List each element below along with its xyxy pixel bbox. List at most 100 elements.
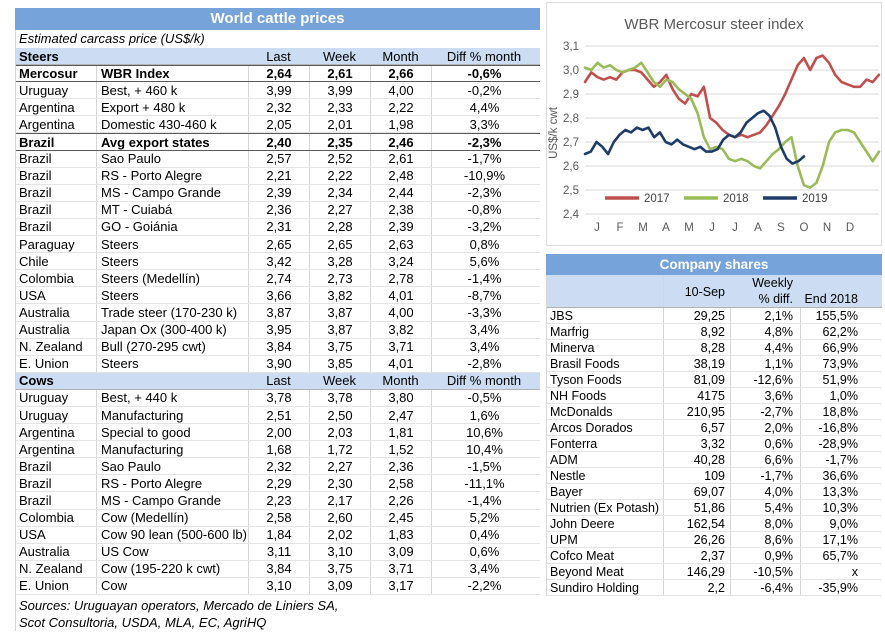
country-cell: Brazil [19,219,52,235]
country-cell: Australia [19,322,70,338]
country-cell: Brazil [19,168,52,184]
description-cell: RS - Porto Alegre [96,475,248,492]
value-cell: 3,75 [309,338,370,355]
weekly-diff-cell: 1,1% [730,356,800,371]
price-cell: 8,92 [663,324,730,339]
x-tick-label: A [662,222,670,234]
value-cell: 3,84 [248,338,309,355]
description-cell: Manufacturing [96,441,248,458]
table-row: Colombia Cow (Medellín) 2,58 2,60 2,45 5,2% [16,509,540,527]
value-cell: 3,78 [309,389,370,406]
value-cell: -10,9% [431,167,537,184]
table-row: Brazil MT - Cuiabá 2,36 2,27 2,38 -0,8% [16,201,540,219]
value-cell: 3,75 [309,560,370,577]
y-tick-label: 2,5 [563,185,579,197]
price-table: Steers Last Week Month Diff % month Mercosur W… [16,48,540,595]
value-cell: -0,8% [431,201,537,218]
y-tick-label: 2,4 [563,209,580,221]
x-tick-label: J [594,222,600,234]
value-cell: 2,27 [309,201,370,218]
price-cell: 4175 [663,388,730,403]
country-cell: Uruguay [19,390,69,406]
x-tick-label: M [638,222,648,234]
end2018-cell: 18,8% [800,404,882,419]
value-cell: 2,63 [370,236,431,253]
table-row: N. Zealand Cow (195-220 k cwt) 3,84 3,75 3,7… [16,560,540,578]
company-name: Fonterra [550,436,598,451]
price-cell: 162,54 [663,516,730,531]
value-cell: 2,61 [309,66,370,82]
x-tick-label: N [823,222,831,234]
end2018-cell: 73,9% [800,356,882,371]
value-cell: 1,81 [370,424,431,441]
x-tick-label: S [777,222,785,234]
section-name: Steers [19,48,59,64]
price-cell: 3,32 [663,436,730,451]
value-cell: 1,52 [370,441,431,458]
table-row: Paraguay Steers 2,65 2,65 2,63 0,8% [16,236,540,254]
column-header: Month [382,373,419,389]
section-header-steers: Steers Last Week Month Diff % month [16,48,540,66]
company-row: ADM 40,28 6,6% -1,7% [547,452,882,468]
value-cell: -2,3% [431,184,537,201]
table-row: Mercosur WBR Index 2,64 2,61 2,66 -0,6% [16,65,540,83]
table-row: Brazil GO - Goiánia 2,31 2,28 2,39 -3,2% [16,218,540,237]
value-cell: 2,26 [370,492,431,509]
value-cell: 3,80 [370,389,431,406]
weekly-diff-cell: 4,0% [730,484,800,499]
value-cell: 2,34 [309,184,370,201]
value-cell: -0,6% [431,66,537,82]
end2018-cell: -35,9% [800,580,882,595]
country-cell: Chile [19,253,49,269]
header-weekly-col: Weekly % diff. [730,275,800,307]
description-cell: Steers [96,236,248,253]
value-cell: -1,7% [431,150,537,167]
weekly-diff-cell: 4,4% [730,340,800,355]
value-cell: 3,82 [309,287,370,304]
column-header: Month [382,48,419,64]
description-cell: Special to good [96,424,248,441]
value-cell: -1,5% [431,458,537,475]
value-cell: 3,87 [248,304,309,321]
value-cell: 2,32 [248,458,309,475]
section-spacer [96,373,248,389]
company-name: Brasil Foods [550,356,620,371]
company-name: Bayer [550,484,583,499]
price-cell: 51,86 [663,500,730,515]
value-cell: 1,68 [248,441,309,458]
end2018-cell: 51,9% [800,372,882,387]
value-cell: 3,4% [431,560,537,577]
value-cell: 3,84 [248,560,309,577]
value-cell: 2,31 [248,218,309,236]
company-name: Cofco Meat [550,548,614,563]
description-cell: WBR Index [96,66,248,82]
table-row: Australia Trade steer (170-230 k) 3,87 3,87… [16,304,540,322]
value-cell: 2,73 [309,270,370,287]
description-cell: Export + 480 k [96,99,248,116]
company-shares-title: Company shares [546,254,882,275]
world-cattle-prices-title: World cattle prices [15,8,540,30]
company-row: Brasil Foods 38,19 1,1% 73,9% [547,356,882,372]
value-cell: 2,47 [370,406,431,424]
value-cell: 3,90 [248,355,309,372]
value-cell: 2,30 [309,475,370,492]
series-line-2019 [583,109,806,165]
value-cell: 3,10 [309,543,370,560]
description-cell: Cow (Medellín) [96,509,248,526]
x-tick-label: F [616,222,623,234]
country-cell: Argentina [19,99,75,115]
price-cell: 6,57 [663,420,730,435]
table-row: Brazil RS - Porto Alegre 2,21 2,22 2,48 -10,9… [16,167,540,185]
value-cell: 2,02 [309,526,370,543]
value-cell: 2,39 [248,184,309,201]
series-line-2018 [583,61,881,189]
weekly-diff-cell: 0,9% [730,548,800,563]
value-cell: -2,3% [431,134,537,150]
value-cell: 3,09 [370,543,431,560]
value-cell: 2,46 [370,134,431,150]
value-cell: 2,52 [309,150,370,167]
value-cell: 2,03 [309,424,370,441]
value-cell: 2,60 [309,509,370,526]
world-cattle-prices-panel: World cattle prices Estimated carcass pr… [15,8,540,631]
company-row: NH Foods 4175 3,6% 1,0% [547,388,882,404]
